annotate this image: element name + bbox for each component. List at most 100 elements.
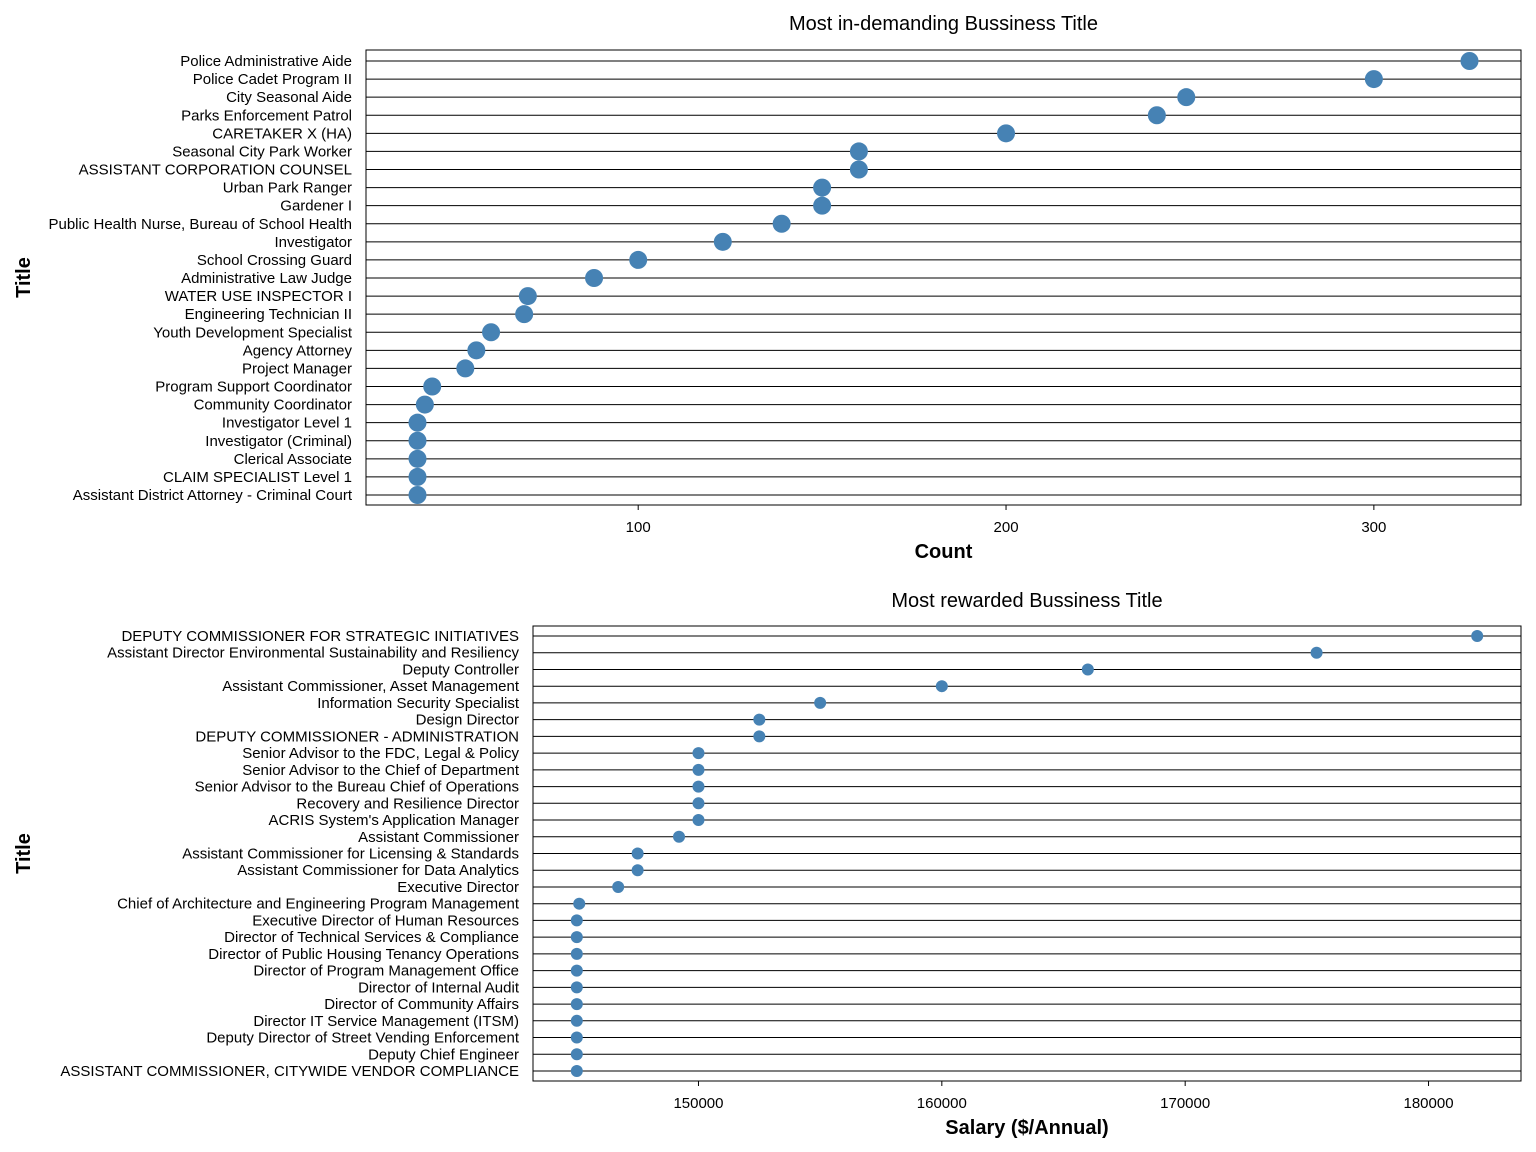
chart2-category-label: Assistant Director Environmental Sustain… xyxy=(107,645,519,662)
chart1-data-point xyxy=(813,178,832,197)
chart1-data-point xyxy=(1460,52,1479,70)
chart1-data-point xyxy=(408,449,427,468)
chart2-category-label: Assistant Commissioner, Asset Management xyxy=(222,678,520,695)
chart2-x-tick-label: 160000 xyxy=(917,1095,967,1112)
chart1-category-label: Seasonal City Park Worker xyxy=(172,143,352,160)
chart1-category-label: Program Support Coordinator xyxy=(155,379,352,396)
chart1-title: Most in-demanding Bussiness Title xyxy=(789,13,1098,35)
chart2-data-point xyxy=(570,1014,583,1027)
chart2-category-label: Deputy Chief Engineer xyxy=(368,1046,519,1063)
chart1-category-label: Investigator Level 1 xyxy=(222,415,352,432)
chart2-data-point xyxy=(1081,663,1094,676)
chart1-category-label: CARETAKER X (HA) xyxy=(212,125,352,142)
chart1-category-label: Youth Development Specialist xyxy=(153,324,353,341)
chart1-category-label: Parks Enforcement Patrol xyxy=(181,107,352,124)
chart2-category-label: Senior Advisor to the Bureau Chief of Op… xyxy=(195,779,519,796)
chart1-category-label: Police Cadet Program II xyxy=(193,71,352,88)
chart2-category-label: Director of Community Affairs xyxy=(324,996,519,1013)
chart2-category-label: ACRIS System's Application Manager xyxy=(269,812,519,829)
chart1-category-label: Clerical Associate xyxy=(234,451,352,468)
chart1-category-label: ASSISTANT CORPORATION COUNSEL xyxy=(79,162,352,179)
chart1-data-point xyxy=(482,323,501,342)
chart1-x-tick-label: 200 xyxy=(994,519,1019,536)
chart1-x-tick-label: 300 xyxy=(1361,519,1386,536)
chart1-data-point xyxy=(713,232,732,251)
chart1-x-tick-label: 100 xyxy=(626,519,651,536)
chart1-category-label: Project Manager xyxy=(242,360,352,377)
chart1-category-label: WATER USE INSPECTOR I xyxy=(165,288,352,305)
chart2-data-point xyxy=(570,931,583,944)
chart1-category-label: Assistant District Attorney - Criminal C… xyxy=(73,487,353,504)
chart2-data-point xyxy=(612,880,625,893)
chart2-category-label: Chief of Architecture and Engineering Pr… xyxy=(117,896,520,913)
chart2-category-label: Deputy Controller xyxy=(402,661,519,678)
chart1-data-point xyxy=(515,305,534,324)
chart1-data-point xyxy=(849,160,868,179)
chart2-data-point xyxy=(753,713,766,726)
chart2-category-label: Recovery and Resilience Director xyxy=(296,795,519,812)
chart1-category-label: Urban Park Ranger xyxy=(223,180,352,197)
chart2-data-point xyxy=(692,747,705,760)
chart1-category-label: CLAIM SPECIALIST Level 1 xyxy=(163,469,352,486)
chart1-category-label: Investigator xyxy=(274,234,352,251)
chart1-data-point xyxy=(408,486,427,504)
chart2-category-label: DEPUTY COMMISSIONER FOR STRATEGIC INITIA… xyxy=(121,628,519,645)
chart2-x-tick-label: 150000 xyxy=(673,1095,723,1112)
chart1-y-axis-label: Title xyxy=(13,257,35,298)
chart1-category-label: Administrative Law Judge xyxy=(181,270,352,287)
chart2-data-point xyxy=(570,1048,583,1061)
chart1-category-label: Police Administrative Aide xyxy=(180,53,352,70)
chart1-x-axis-label: Count xyxy=(915,541,973,563)
chart1-data-point xyxy=(585,269,604,287)
chart2-category-label: Deputy Director of Street Vending Enforc… xyxy=(206,1030,519,1047)
chart1-category-label: Gardener I xyxy=(280,198,352,215)
chart1-category-label: Agency Attorney xyxy=(243,342,353,359)
chart1-data-point xyxy=(849,142,868,161)
chart2-data-point xyxy=(631,864,644,877)
chart1-data-point xyxy=(1177,88,1196,107)
chart2-category-label: Director of Internal Audit xyxy=(358,979,520,996)
chart1-category-label: City Seasonal Aide xyxy=(226,89,352,106)
chart1-category-label: Public Health Nurse, Bureau of School He… xyxy=(48,216,352,233)
chart2-data-point xyxy=(692,763,705,776)
chart1-data-point xyxy=(415,395,434,414)
chart2-data-point xyxy=(570,1065,583,1077)
chart1-data-point xyxy=(467,341,486,360)
chart2-category-label: Assistant Commissioner xyxy=(358,829,519,846)
chart1-category-label: Investigator (Criminal) xyxy=(205,433,352,450)
chart2-x-tick-label: 170000 xyxy=(1160,1095,1210,1112)
chart2-category-label: Assistant Commissioner for Licensing & S… xyxy=(182,846,519,863)
chart2-category-label: Director of Technical Services & Complia… xyxy=(224,929,519,946)
chart2-data-point xyxy=(692,797,705,810)
chart2-title: Most rewarded Bussiness Title xyxy=(891,590,1162,612)
chart1-data-point xyxy=(997,124,1016,143)
chart2-category-label: Design Director xyxy=(416,712,519,729)
chart2-data-point xyxy=(570,964,583,977)
chart2-x-axis-label: Salary ($/Annual) xyxy=(945,1117,1108,1139)
chart2-category-label: ASSISTANT COMMISSIONER, CITYWIDE VENDOR … xyxy=(60,1063,519,1080)
chart2-data-point xyxy=(570,981,583,994)
chart2-data-point xyxy=(570,998,583,1011)
chart1-data-point xyxy=(1364,70,1383,89)
chart2-category-label: Executive Director xyxy=(397,879,519,896)
chart1-category-label: School Crossing Guard xyxy=(197,252,352,269)
chart2-category-label: Director of Public Housing Tenancy Opera… xyxy=(208,946,519,963)
chart2-x-tick-label: 180000 xyxy=(1403,1095,1453,1112)
chart1-data-point xyxy=(518,287,537,306)
chart1-category-label: Engineering Technician II xyxy=(185,306,352,323)
chart2-category-label: Senior Advisor to the FDC, Legal & Polic… xyxy=(242,745,519,762)
chart2-data-point xyxy=(692,780,705,793)
chart1-data-point xyxy=(456,359,475,378)
chart1-data-point xyxy=(629,250,648,269)
chart2-category-label: Director IT Service Management (ITSM) xyxy=(253,1013,519,1030)
chart2-data-point xyxy=(570,914,583,927)
chart1-data-point xyxy=(408,431,427,450)
chart2-data-point xyxy=(814,696,827,709)
chart1-category-label: Community Coordinator xyxy=(194,397,352,414)
chart2-category-label: DEPUTY COMMISSIONER - ADMINISTRATION xyxy=(195,728,519,745)
chart2-data-point xyxy=(631,847,644,860)
chart1-data-point xyxy=(408,467,427,486)
chart2-category-label: Information Security Specialist xyxy=(317,695,520,712)
